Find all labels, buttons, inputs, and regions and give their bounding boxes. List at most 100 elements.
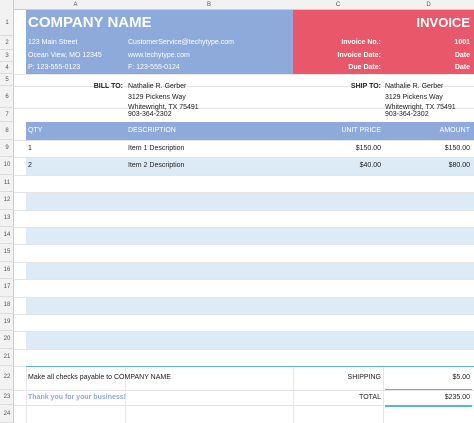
cell: $150.00 bbox=[444, 144, 470, 152]
address-line: Nathalie R. Gerber bbox=[385, 83, 444, 90]
note: Make all checks payable to COMPANY NAME bbox=[28, 374, 171, 382]
cell: $40.00 bbox=[359, 162, 381, 170]
grid-line bbox=[14, 279, 474, 281]
table-header bbox=[26, 122, 474, 140]
address-line: 3129 Pickens Way bbox=[385, 93, 443, 101]
cell: 2 bbox=[28, 162, 32, 170]
row-header: 23 bbox=[0, 390, 14, 405]
total-label: TOTAL bbox=[359, 393, 381, 401]
row-header: 11 bbox=[0, 175, 14, 193]
field-label: Due Date: bbox=[348, 64, 381, 71]
row-header: 22 bbox=[0, 366, 14, 390]
contact-line: www.techytype.com bbox=[128, 52, 190, 59]
field-label: Invoice Date: bbox=[337, 52, 381, 59]
grid-line bbox=[14, 209, 474, 211]
grid-line bbox=[14, 261, 474, 263]
row-header: 15 bbox=[0, 244, 14, 262]
field-value: Date bbox=[454, 52, 470, 59]
column-header: C bbox=[335, 2, 341, 8]
cell: 1 bbox=[28, 144, 32, 152]
row-header: 24 bbox=[0, 405, 14, 423]
grid-line bbox=[14, 331, 474, 333]
row-header: 16 bbox=[0, 262, 14, 280]
row-band bbox=[26, 296, 474, 314]
grid-line bbox=[14, 244, 474, 246]
row-header: 12 bbox=[0, 192, 14, 210]
bill-to-label: BILL TO: bbox=[93, 83, 123, 90]
address-line: Whitewright, TX 75491 bbox=[385, 104, 456, 111]
row-header: 14 bbox=[0, 227, 14, 245]
contact-line: CustomerService@techytype.com bbox=[128, 39, 234, 46]
cell: $80.00 bbox=[448, 162, 470, 170]
company-name: COMPANY NAME bbox=[28, 14, 152, 31]
shipping: $5.00 bbox=[452, 374, 470, 382]
row-header: 20 bbox=[0, 331, 14, 349]
total: $235.00 bbox=[444, 393, 470, 401]
address-line: 123 Main Street bbox=[28, 39, 78, 46]
cell: Item 1 Description bbox=[128, 144, 185, 152]
grid-line bbox=[383, 366, 384, 423]
grid-line bbox=[14, 140, 474, 141]
row-header: 4 bbox=[0, 62, 14, 74]
footer-rule bbox=[26, 366, 474, 368]
column-title: AMOUNT bbox=[439, 127, 470, 134]
grid-line bbox=[14, 86, 474, 87]
row-header: 9 bbox=[0, 140, 14, 158]
phone: 903-364-2302 bbox=[385, 111, 429, 118]
row-header: 10 bbox=[0, 157, 14, 175]
grid-line bbox=[14, 174, 474, 176]
cell: $150.00 bbox=[355, 144, 381, 152]
grid-line bbox=[14, 314, 474, 315]
row-header: 3 bbox=[0, 50, 14, 62]
row-header: 2 bbox=[0, 36, 14, 50]
field-label: Invoice No.: bbox=[341, 39, 381, 46]
row-header: 17 bbox=[0, 279, 14, 297]
address-line: P: 123-555-0123 bbox=[28, 64, 81, 71]
header-right bbox=[293, 10, 474, 74]
grid-line bbox=[14, 405, 474, 406]
address-line: Ocean View, MO 12345 bbox=[28, 52, 102, 59]
row-header: 6 bbox=[0, 86, 14, 108]
grid-line bbox=[293, 366, 294, 423]
row-band bbox=[26, 192, 474, 210]
column-title: UNIT PRICE bbox=[341, 127, 381, 134]
row-header: 19 bbox=[0, 314, 14, 332]
ship-to-label: SHIP TO: bbox=[350, 83, 381, 90]
row-band bbox=[26, 331, 474, 349]
row-band bbox=[26, 157, 474, 175]
grid-line bbox=[14, 390, 474, 391]
grid-line bbox=[125, 366, 126, 423]
field-value: Date bbox=[454, 64, 470, 71]
column-header: B bbox=[206, 2, 211, 8]
thanks: Thank you for your business! bbox=[28, 393, 127, 401]
grid-line bbox=[14, 74, 474, 75]
row-header: 8 bbox=[0, 122, 14, 140]
grid-line bbox=[14, 192, 474, 194]
grid-line bbox=[14, 296, 474, 298]
row-header: 18 bbox=[0, 297, 14, 314]
field-value: 1001 bbox=[454, 39, 470, 46]
phone: 903-364-2302 bbox=[128, 111, 172, 118]
grid-line bbox=[14, 227, 474, 228]
row-header-bar bbox=[0, 0, 14, 423]
grid-line bbox=[26, 366, 27, 423]
address-line: Whitewright, TX 75491 bbox=[128, 104, 199, 111]
grid-line bbox=[14, 157, 474, 159]
address-line: 3129 Pickens Way bbox=[128, 93, 186, 101]
row-header: 13 bbox=[0, 210, 14, 227]
column-header: D bbox=[426, 2, 431, 8]
grid-line bbox=[14, 108, 474, 109]
row-band bbox=[26, 227, 474, 245]
row-header: 21 bbox=[0, 349, 14, 367]
address-line: Nathalie R. Gerber bbox=[128, 83, 187, 90]
shipping-label: SHIPPING bbox=[347, 374, 381, 382]
underline bbox=[385, 405, 472, 407]
row-header: 1 bbox=[0, 10, 14, 36]
column-title: DESCRIPTION bbox=[128, 127, 176, 134]
cell: Item 2 Description bbox=[128, 162, 185, 170]
header-left bbox=[26, 10, 293, 74]
column-header-bar bbox=[0, 0, 474, 10]
column-title: QTY bbox=[28, 127, 43, 134]
invoice-title: INVOICE bbox=[416, 15, 470, 30]
column-header: A bbox=[73, 2, 78, 8]
